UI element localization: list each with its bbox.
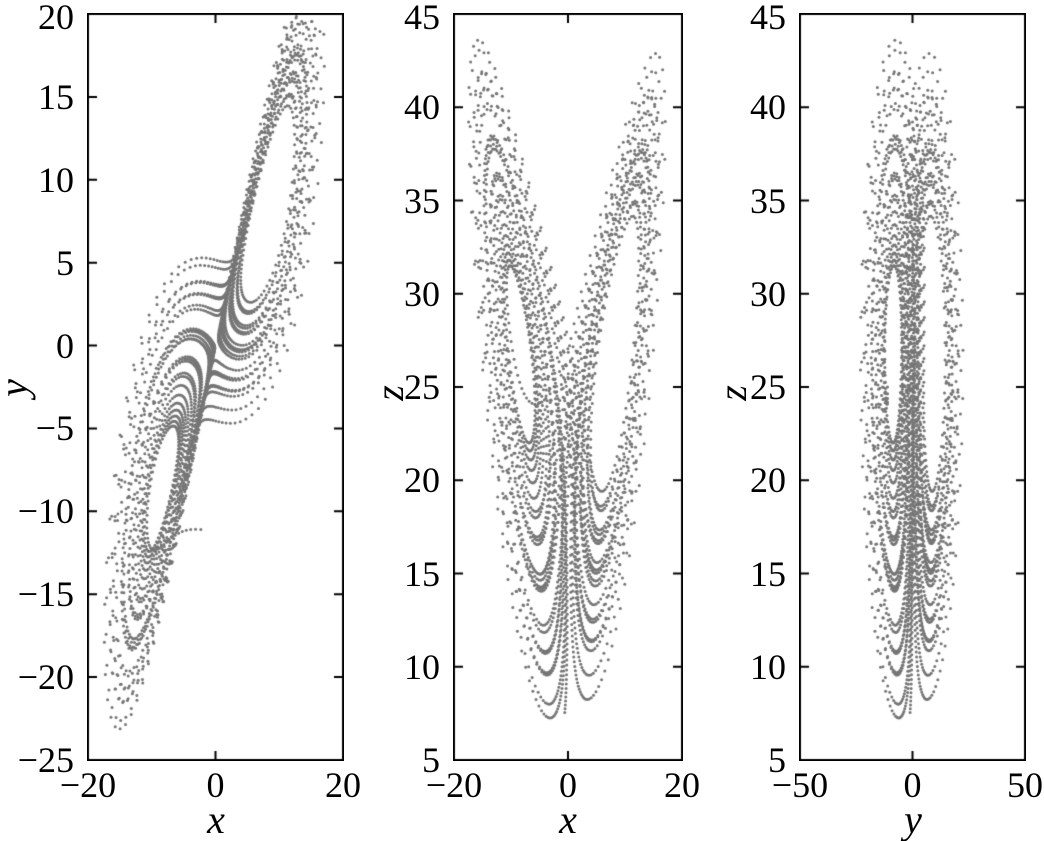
y-tick-label: 5 [768, 740, 786, 780]
y-tick-label: 10 [404, 646, 440, 687]
subplot-x-z [453, 13, 683, 761]
y-tick-label: 5 [422, 740, 440, 780]
y-tick-label: 15 [750, 553, 786, 594]
y-tick-label: 20 [750, 460, 786, 501]
scatter-canvas-xz [453, 13, 683, 761]
x-tick-label: 0 [206, 765, 225, 805]
x-axis-label-plot1: x [207, 797, 225, 841]
y-tick-label: 25 [404, 367, 440, 407]
y-tick-label: 45 [404, 0, 440, 37]
scatter-canvas-yz [799, 13, 1026, 761]
x-tick-label: 20 [664, 765, 700, 805]
y-axis-label-plot1: y [0, 379, 36, 397]
x-tick-label: 0 [559, 765, 577, 805]
y-tick-label: 40 [404, 87, 440, 128]
y-tick-label: 30 [404, 273, 440, 314]
y-tick-label: 20 [38, 0, 74, 37]
x-axis-label-plot2: x [559, 797, 577, 841]
y-tick-label: 40 [750, 87, 786, 128]
scatter-canvas-xy [87, 13, 344, 761]
y-tick-label: 35 [750, 180, 786, 221]
x-tick-label: −20 [425, 765, 483, 805]
y-tick-label: 10 [750, 646, 786, 687]
y-tick-label: 20 [404, 460, 440, 501]
y-tick-label: −5 [35, 408, 74, 449]
y-tick-label: 25 [750, 367, 786, 407]
y-tick-label: 5 [56, 242, 74, 283]
y-tick-label: 15 [404, 553, 440, 594]
subplot-y-z [799, 13, 1026, 761]
y-tick-label: −10 [17, 491, 74, 532]
x-tick-label: 50 [1007, 765, 1043, 805]
y-tick-label: 0 [56, 325, 74, 366]
y-tick-label: −20 [17, 657, 74, 698]
y-tick-label: 15 [38, 76, 74, 117]
x-tick-label: 0 [903, 765, 922, 805]
y-tick-label: 30 [750, 273, 786, 314]
y-tick-label: −15 [17, 574, 74, 615]
x-tick-label: 20 [325, 765, 361, 805]
x-tick-label: −50 [771, 765, 829, 805]
x-tick-label: −20 [59, 765, 117, 805]
x-axis-label-plot3: y [904, 797, 922, 841]
y-tick-label: 45 [750, 0, 786, 37]
subplot-x-y [87, 13, 344, 761]
y-tick-label: 35 [404, 180, 440, 221]
y-tick-label: 10 [38, 159, 74, 200]
y-tick-label: −25 [17, 740, 74, 780]
